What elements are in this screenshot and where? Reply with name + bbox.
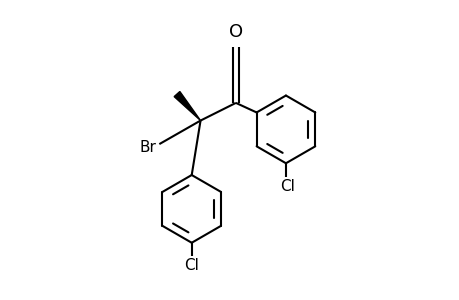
Text: Cl: Cl (184, 258, 199, 273)
Text: Br: Br (139, 140, 156, 154)
Text: Cl: Cl (280, 179, 294, 194)
Polygon shape (174, 92, 200, 121)
Text: O: O (228, 23, 242, 41)
